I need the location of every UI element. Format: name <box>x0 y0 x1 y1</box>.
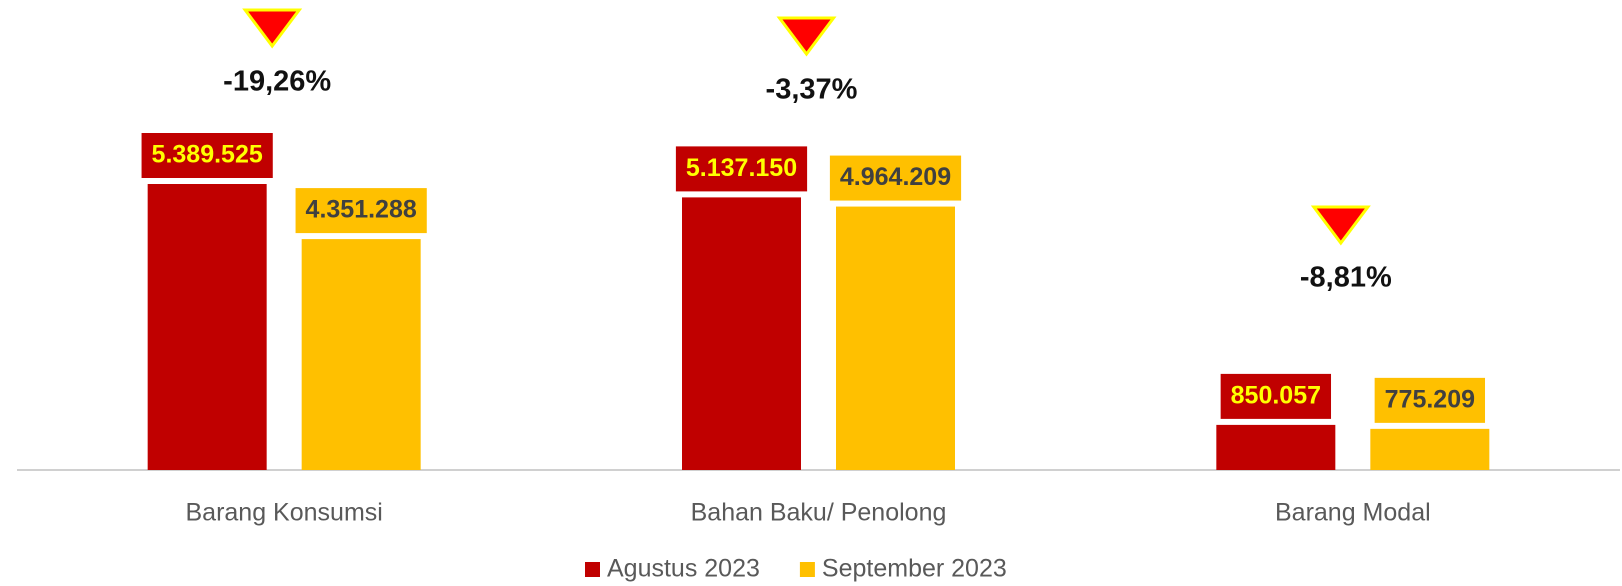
annotation: -8,81% <box>1300 262 1392 294</box>
x-tick-label: Bahan Baku/ Penolong <box>691 499 947 527</box>
data-label: 775.209 <box>1385 385 1475 413</box>
data-label-box <box>675 146 808 192</box>
data-label-box <box>829 155 962 201</box>
data-label-box <box>295 188 427 234</box>
x-tick-label: Barang Konsumsi <box>186 499 383 527</box>
bar <box>147 184 267 470</box>
data-label: 5.389.525 <box>152 141 263 169</box>
legend-swatch <box>585 562 600 577</box>
data-label-box <box>1374 377 1486 423</box>
down-arrow <box>776 16 837 57</box>
data-label: 5.137.150 <box>686 154 797 182</box>
legend-label: September 2023 <box>822 555 1007 583</box>
data-label: 4.964.209 <box>840 163 951 191</box>
data-label: 850.057 <box>1231 382 1321 410</box>
legend-swatch <box>799 562 815 577</box>
down-arrow <box>1310 205 1371 246</box>
data-label: 4.351.288 <box>306 196 417 224</box>
annotation: -19,26% <box>223 66 331 98</box>
legend-label: Agustus 2023 <box>607 555 760 583</box>
bar <box>1370 428 1490 470</box>
bar <box>301 239 421 470</box>
data-label-box <box>141 133 273 178</box>
data-label-box <box>1220 373 1332 419</box>
down-arrow <box>242 8 303 49</box>
bar <box>1216 424 1336 470</box>
bar <box>682 197 801 470</box>
bar <box>836 206 955 471</box>
x-tick-label: Barang Modal <box>1275 499 1431 527</box>
annotation: -3,37% <box>766 74 858 106</box>
